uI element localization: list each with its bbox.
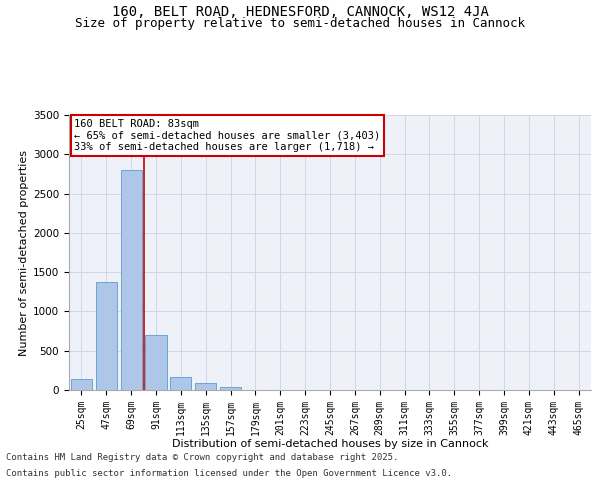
- Bar: [195, 383, 216, 390]
- Text: 160, BELT ROAD, HEDNESFORD, CANNOCK, WS12 4JA: 160, BELT ROAD, HEDNESFORD, CANNOCK, WS1…: [112, 5, 488, 19]
- Bar: [96, 282, 117, 390]
- Bar: [71, 379, 92, 390]
- Text: Contains HM Land Registry data © Crown copyright and database right 2025.: Contains HM Land Registry data © Crown c…: [6, 454, 398, 462]
- Text: Size of property relative to semi-detached houses in Cannock: Size of property relative to semi-detach…: [75, 18, 525, 30]
- Bar: [170, 377, 191, 390]
- X-axis label: Distribution of semi-detached houses by size in Cannock: Distribution of semi-detached houses by …: [172, 439, 488, 449]
- Text: 160 BELT ROAD: 83sqm
← 65% of semi-detached houses are smaller (3,403)
33% of se: 160 BELT ROAD: 83sqm ← 65% of semi-detac…: [74, 119, 380, 152]
- Y-axis label: Number of semi-detached properties: Number of semi-detached properties: [19, 150, 29, 356]
- Bar: [145, 335, 167, 390]
- Text: Contains public sector information licensed under the Open Government Licence v3: Contains public sector information licen…: [6, 468, 452, 477]
- Bar: [121, 170, 142, 390]
- Bar: [220, 387, 241, 390]
